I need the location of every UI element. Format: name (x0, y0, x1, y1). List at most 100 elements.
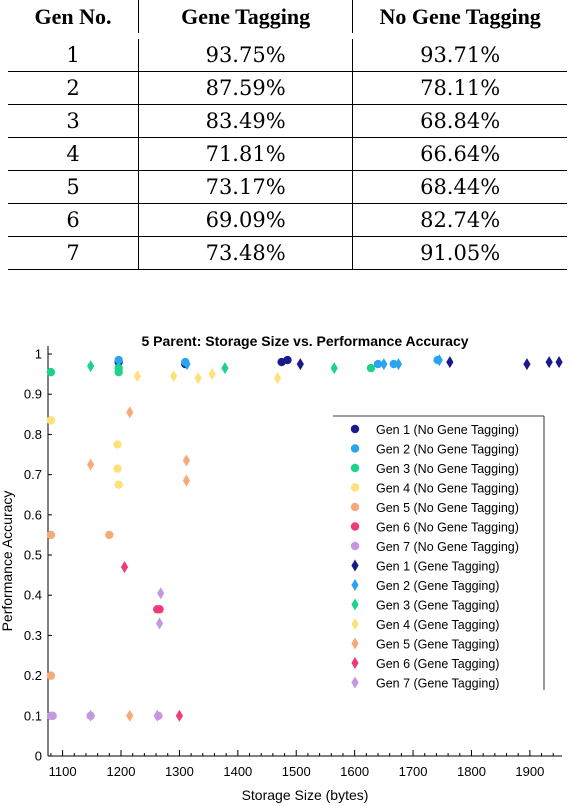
cell-gene-tagging: 87.59% (137, 71, 354, 105)
data-point (155, 605, 164, 614)
x-tick-label: 1600 (340, 764, 369, 779)
legend-marker (350, 444, 360, 453)
legend-marker (350, 483, 360, 492)
table-row: 4 71.81% 66.64% (8, 137, 567, 171)
data-point (105, 530, 114, 540)
results-table-container: Gen No. Gene Tagging No Gene Tagging 1 93… (8, 0, 568, 270)
header-gene-tagging: Gene Tagging (137, 0, 354, 37)
cell-no-gene-tagging: 68.44% (352, 170, 567, 204)
cell-gene-tagging: 69.09% (137, 203, 354, 237)
legend-marker (351, 559, 359, 572)
data-point (296, 358, 304, 371)
y-tick-label: 0.9 (24, 387, 42, 402)
y-tick-label: 0.4 (24, 588, 42, 603)
data-point (273, 372, 282, 385)
data-point (394, 358, 403, 371)
x-tick-label: 1200 (107, 764, 136, 779)
data-point (87, 458, 95, 471)
x-tick-label: 1900 (515, 764, 544, 779)
cell-gen-no: 5 (8, 170, 139, 204)
data-point (46, 671, 56, 680)
legend-label: Gen 5 (Gene Tagging) (376, 638, 499, 652)
data-point (221, 362, 229, 375)
header-gen-no: Gen No. (8, 0, 139, 37)
data-point (283, 355, 292, 365)
data-point (155, 617, 164, 630)
y-tick-label: 0.6 (24, 507, 42, 522)
results-table: Gen No. Gene Tagging No Gene Tagging 1 93… (8, 0, 567, 270)
data-point (366, 363, 376, 373)
table-row: 1 93.75% 93.71% (8, 35, 567, 72)
y-tick-label: 0.2 (24, 668, 42, 683)
legend-label: Gen 4 (No Gene Tagging) (376, 482, 519, 496)
cell-gene-tagging: 73.17% (137, 170, 354, 204)
legend-label: Gen 7 (No Gene Tagging) (376, 540, 519, 554)
y-tick-label: 0.8 (24, 427, 42, 442)
data-point (169, 370, 178, 383)
legend-box (333, 416, 544, 690)
data-point (194, 372, 202, 385)
data-point (330, 362, 338, 375)
data-point (113, 440, 122, 449)
data-point (126, 406, 134, 419)
table-row: 7 73.48% 91.05% (8, 236, 567, 270)
header-no-gene-tagging: No Gene Tagging (352, 0, 567, 37)
data-point (183, 358, 191, 371)
data-point (435, 354, 443, 367)
legend-label: Gen 6 (Gene Tagging) (376, 657, 499, 671)
table-row: 2 87.59% 78.11% (8, 71, 567, 105)
data-point (126, 709, 134, 722)
legend-label: Gen 4 (Gene Tagging) (376, 618, 499, 632)
data-point (114, 355, 123, 365)
data-point (46, 416, 56, 425)
data-point (208, 368, 216, 381)
cell-gene-tagging: 73.48% (137, 236, 354, 270)
data-point (182, 474, 191, 487)
cell-gen-no: 7 (8, 236, 139, 270)
cell-no-gene-tagging: 91.05% (352, 236, 567, 270)
data-point (175, 709, 184, 722)
y-axis-label: Performance Accuracy (0, 491, 15, 632)
legend-marker (351, 618, 359, 630)
data-point (523, 358, 531, 371)
data-point (153, 709, 161, 722)
data-point (46, 367, 56, 377)
cell-gen-no: 3 (8, 104, 139, 138)
cell-no-gene-tagging: 93.71% (352, 35, 567, 72)
legend-marker (350, 424, 360, 434)
x-tick-label: 1300 (165, 764, 194, 779)
legend-label: Gen 1 (Gene Tagging) (376, 560, 499, 574)
x-tick-label: 1100 (49, 764, 77, 779)
x-tick-label: 1500 (282, 764, 311, 779)
chart-title: 5 Parent: Storage Size vs. Performance A… (141, 333, 468, 349)
data-point (115, 362, 123, 375)
cell-no-gene-tagging: 82.74% (352, 203, 567, 237)
table-row: 6 69.09% 82.74% (8, 203, 567, 237)
cell-gene-tagging: 93.75% (137, 35, 354, 72)
data-point (87, 709, 95, 722)
data-point (133, 370, 141, 383)
y-tick-label: 0 (35, 749, 42, 764)
table-header-row: Gen No. Gene Tagging No Gene Tagging (8, 0, 567, 37)
y-tick-label: 0.1 (24, 708, 42, 723)
scatter-chart: 5 Parent: Storage Size vs. Performance A… (0, 333, 563, 803)
data-point (373, 359, 383, 369)
legend-marker (350, 522, 360, 531)
data-point (120, 561, 129, 574)
legend-marker (351, 657, 359, 669)
x-tick-label: 1700 (399, 764, 428, 779)
data-point (545, 356, 553, 369)
data-point (380, 358, 388, 371)
data-point (555, 356, 563, 369)
legend-label: Gen 6 (No Gene Tagging) (376, 521, 519, 535)
cell-gen-no: 2 (8, 71, 139, 105)
data-point (157, 587, 165, 600)
legend-marker (351, 637, 359, 650)
cell-gene-tagging: 71.81% (137, 137, 354, 171)
cell-gen-no: 4 (8, 137, 139, 171)
legend-marker (350, 502, 360, 512)
legend-label: Gen 1 (No Gene Tagging) (376, 423, 519, 437)
cell-no-gene-tagging: 78.11% (352, 71, 567, 105)
legend-marker (350, 463, 360, 473)
data-point (182, 454, 191, 467)
